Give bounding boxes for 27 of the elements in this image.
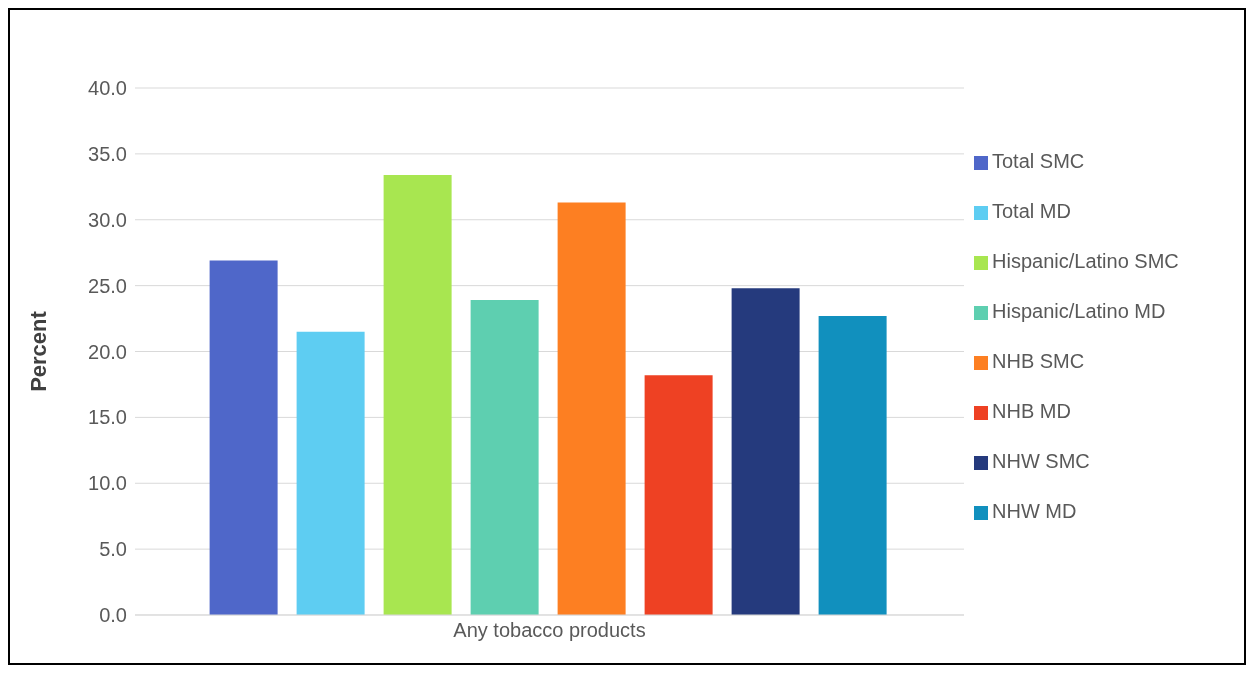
y-tick-label: 10.0 [88,472,127,495]
x-tick-label: Any tobacco products [453,619,646,642]
bar [818,315,887,615]
bar [296,331,365,615]
legend-label: Total SMC [992,149,1085,172]
y-tick-label: 25.0 [88,274,127,297]
legend-label: NHW SMC [992,449,1090,472]
legend-label: Total MD [992,199,1071,222]
bar [209,260,278,615]
legend-label: NHW MD [992,499,1077,522]
y-tick-label: 5.0 [99,538,127,561]
y-tick-label: 30.0 [88,208,127,231]
y-tick-label: 15.0 [88,406,127,429]
y-tick-label: 0.0 [99,604,127,627]
legend-label: Hispanic/Latino MD [992,299,1166,322]
y-tick-label: 20.0 [88,340,127,363]
y-axis-title: Percent [25,310,51,392]
bar [383,174,452,615]
legend-label: NHB SMC [992,349,1085,372]
bar [731,288,800,615]
bar [557,202,626,615]
bar [644,375,713,615]
y-tick-label: 35.0 [88,142,127,165]
legend-label: Hispanic/Latino SMC [992,249,1179,272]
bar [470,300,539,615]
legend-label: NHB MD [992,399,1071,422]
y-tick-label: 40.0 [88,77,127,100]
